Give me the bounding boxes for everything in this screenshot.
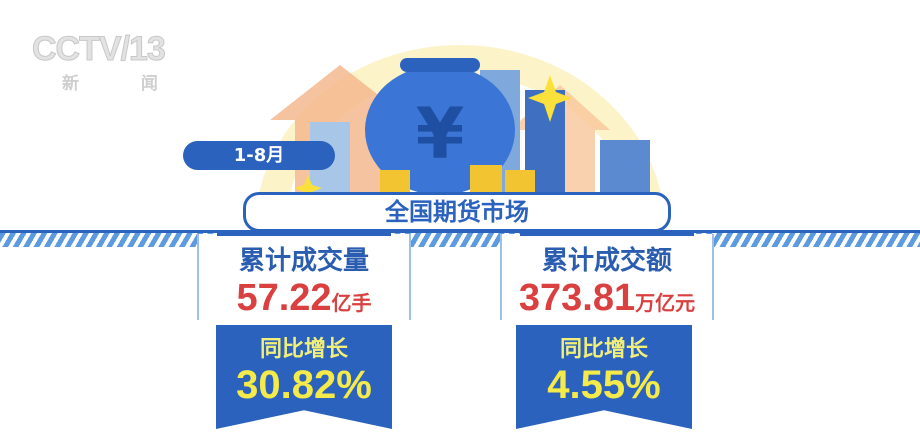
stat-card-volume: 累计成交量 57.22亿手: [197, 230, 411, 320]
card-top-bar: [217, 230, 391, 236]
growth-value: 4.55%: [547, 363, 661, 407]
logo-brand: CCTV: [32, 30, 123, 69]
growth-label: 同比增长: [559, 337, 648, 362]
stat-label: 累计成交额: [541, 246, 672, 276]
stat-card-turnover: 累计成交额 373.81万亿元: [500, 230, 714, 320]
growth-ribbon-volume: 同比增长 30.82%: [216, 325, 392, 429]
stat-value: 373.81万亿元: [502, 276, 712, 326]
logo-name: 新 闻: [62, 74, 186, 94]
stat-number: 373.81: [518, 277, 636, 319]
cctv13-news-logo: CCTV/13 新 闻: [32, 30, 186, 95]
growth-value: 30.82%: [236, 363, 372, 407]
stat-unit: 万亿元: [635, 293, 696, 315]
stat-value: 57.22亿手: [199, 276, 409, 326]
date-range-badge: 1-8月: [183, 141, 335, 170]
card-top-bar: [520, 230, 694, 236]
striped-band: [0, 230, 920, 247]
svg-text:¥: ¥: [416, 93, 465, 175]
growth-ribbon-turnover: 同比增长 4.55%: [516, 325, 692, 429]
stat-label: 累计成交量: [238, 246, 369, 276]
page-title: 全国期货市场: [243, 192, 671, 232]
stat-number: 57.22: [236, 277, 332, 319]
stat-unit: 亿手: [331, 293, 372, 315]
logo-channel: 13: [129, 30, 167, 69]
growth-label: 同比增长: [259, 337, 348, 362]
